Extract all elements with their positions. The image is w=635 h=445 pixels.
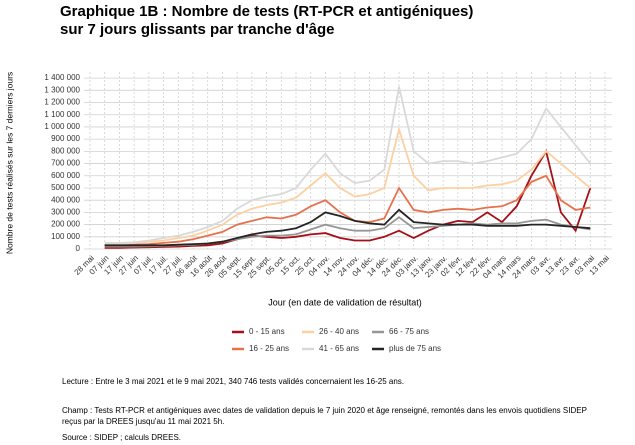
legend-label: 16 - 25 ans [249, 344, 289, 353]
series-line [104, 208, 591, 247]
series-line [104, 126, 591, 245]
series-line [104, 174, 591, 247]
y-tick-label: 100 000 [51, 232, 80, 241]
y-tick-label: 200 000 [51, 220, 80, 229]
legend-label: 66 - 75 ans [389, 327, 429, 336]
series-line [104, 86, 592, 244]
note: Source : SIDEP ; calculs DREES. [62, 433, 182, 442]
legend-label: 41 - 65 ans [319, 344, 359, 353]
y-tick-label: 1 200 000 [44, 98, 80, 107]
y-tick-label: 1 000 000 [44, 122, 80, 131]
legend-label: 26 - 40 ans [319, 327, 359, 336]
y-tick-label: 600 000 [51, 171, 80, 180]
y-tick-label: 1 400 000 [44, 73, 80, 82]
chart-subtitle: sur 7 jours glissants par tranche d'âge [60, 21, 335, 38]
y-tick-label: 500 000 [51, 183, 80, 192]
y-tick-label: 800 000 [51, 146, 80, 155]
legend-label: 0 - 15 ans [249, 327, 285, 336]
series-line [104, 148, 592, 249]
y-tick-label: 1 100 000 [44, 110, 80, 119]
y-tick-label: 300 000 [51, 207, 80, 216]
note: Champ : Tests RT-PCR et antigéniques ave… [62, 406, 587, 426]
y-tick-label: 1 300 000 [44, 85, 80, 94]
note: Lecture : Entre le 3 mai 2021 et le 9 ma… [62, 377, 404, 386]
y-tick-label: 0 [76, 244, 81, 253]
y-axis-label: Nombre de tests réalisés sur les 7 derni… [4, 72, 14, 254]
y-tick-label: 900 000 [51, 134, 80, 143]
y-tick-label: 400 000 [51, 195, 80, 204]
legend-label: plus de 75 ans [389, 344, 441, 353]
y-tick-label: 700 000 [51, 159, 80, 168]
x-axis-label: Jour (en date de validation de résultat) [268, 297, 422, 307]
chart-title: Graphique 1B : Nombre de tests (RT-PCR e… [60, 3, 473, 20]
